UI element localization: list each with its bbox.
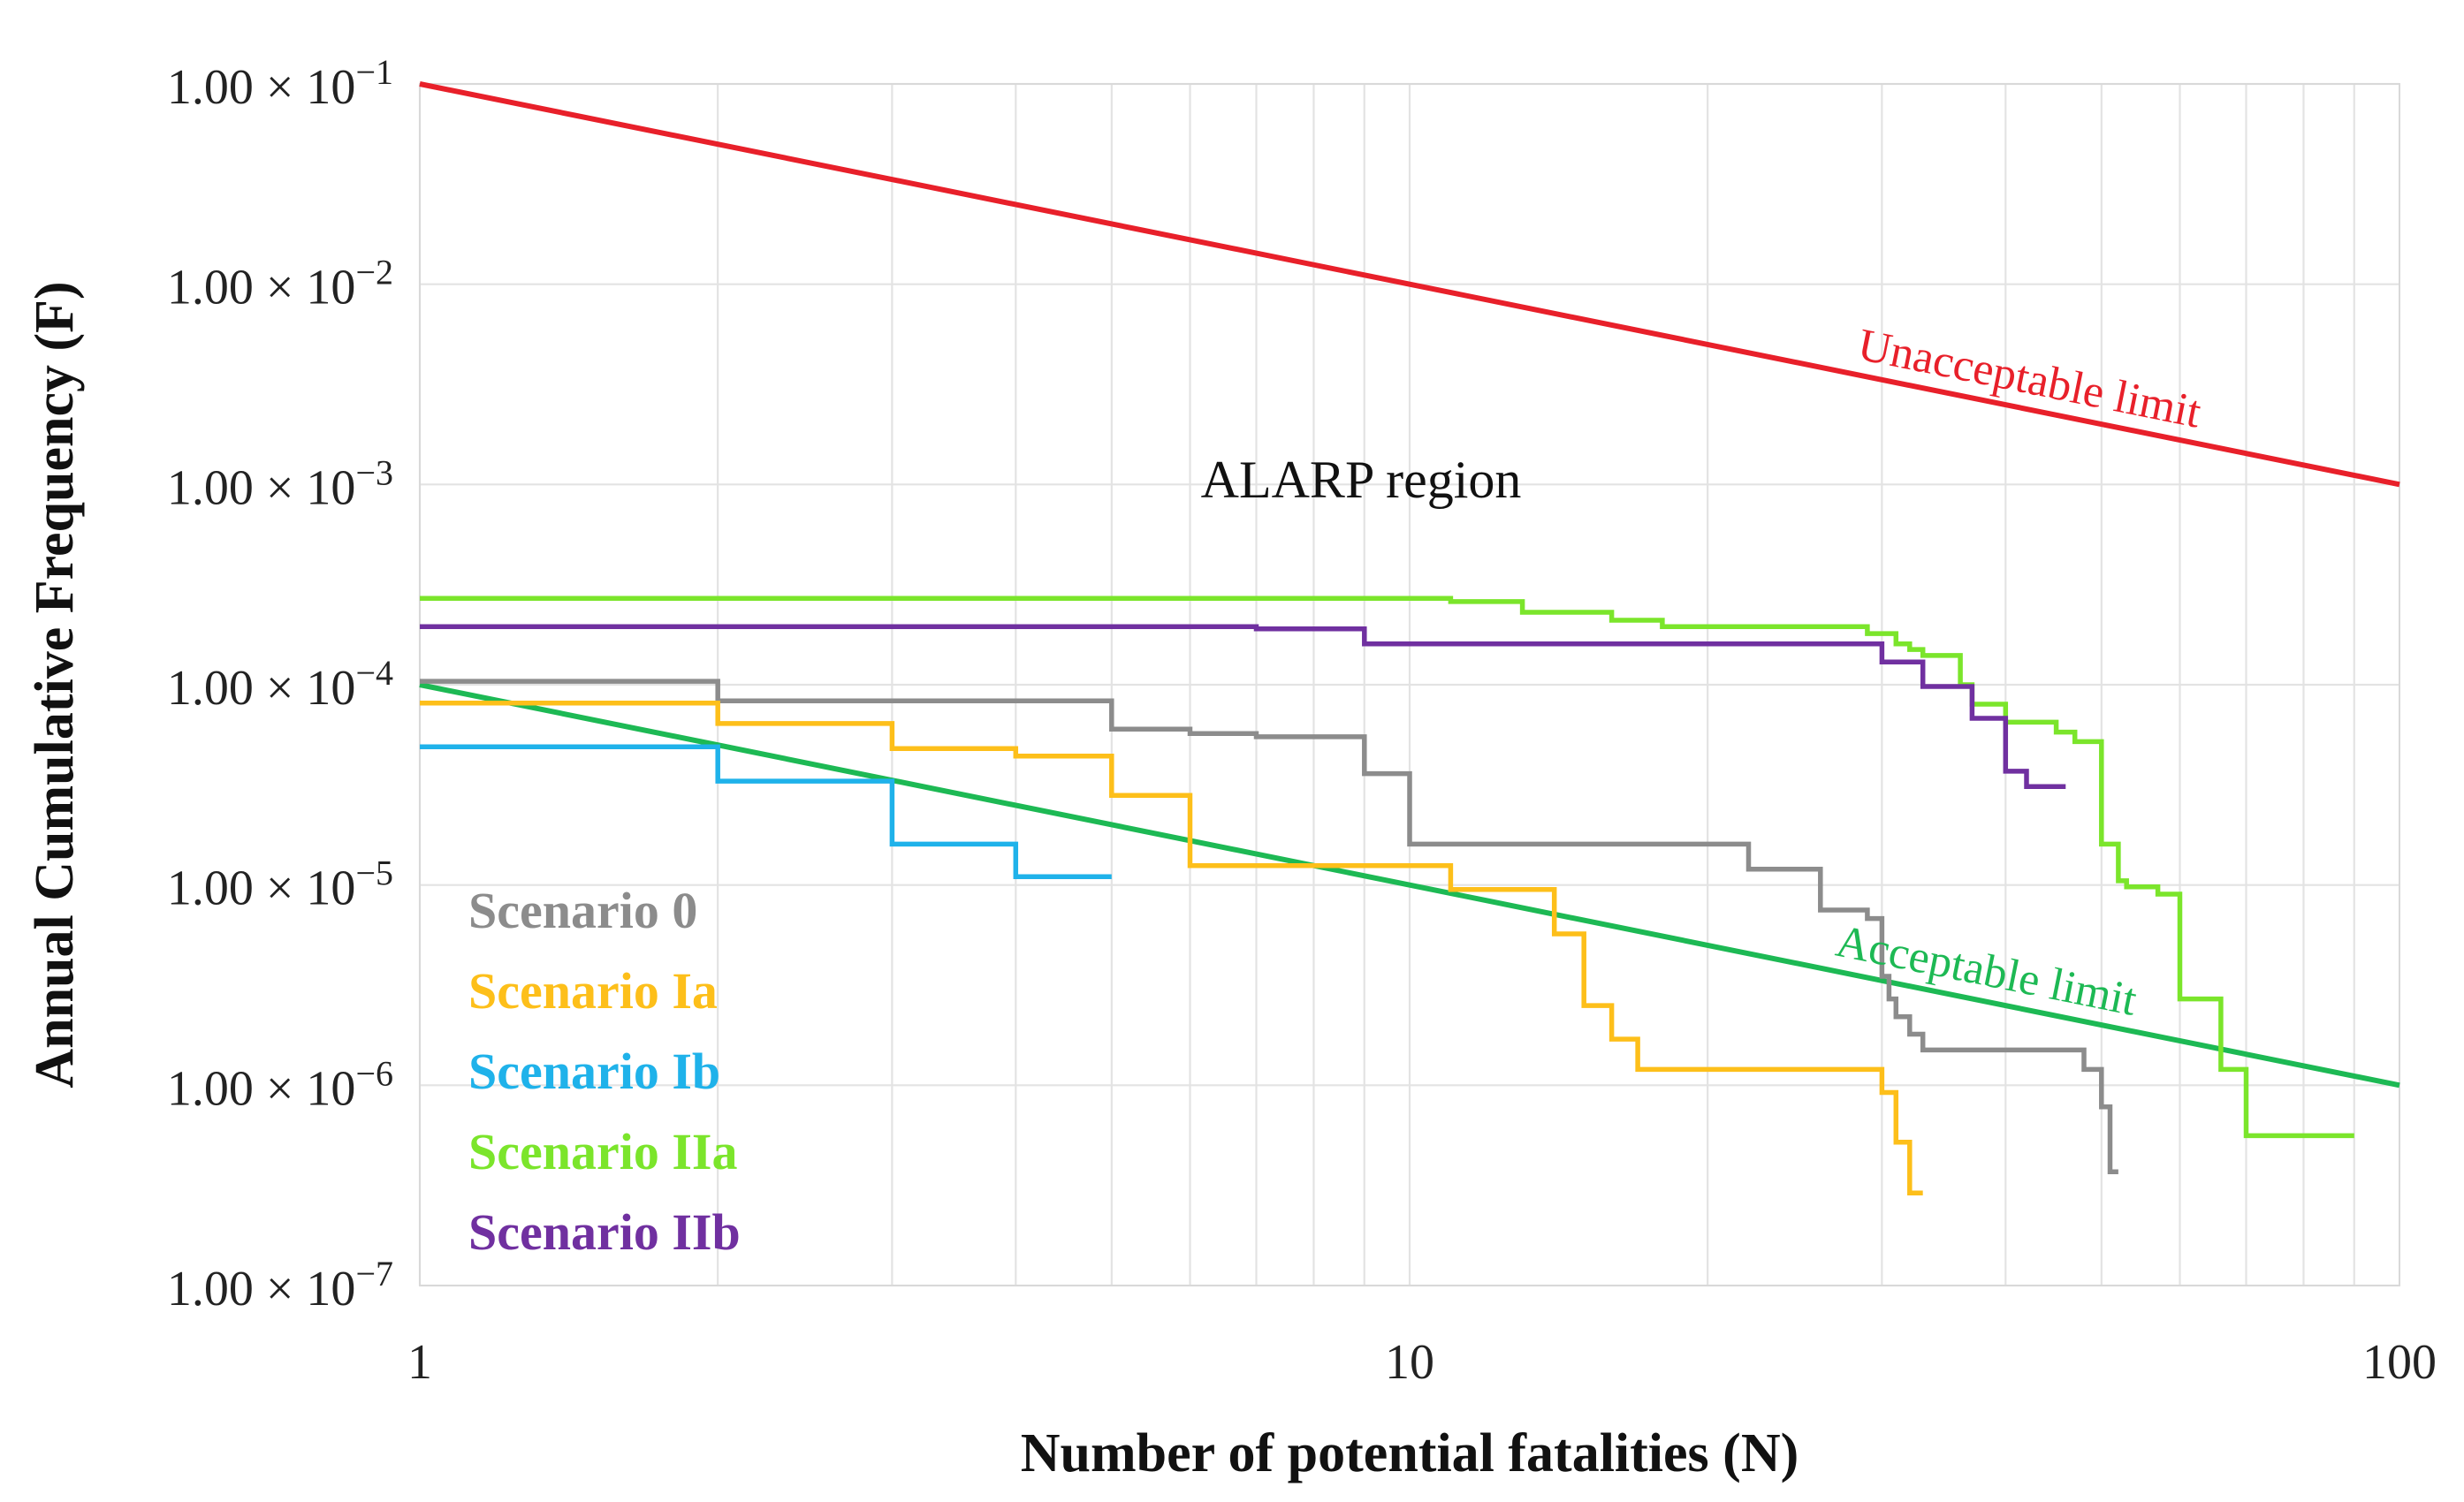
unacceptable-limit-line <box>419 81 2400 488</box>
x-tick-label: 10 <box>1385 1335 1434 1390</box>
x-axis-ticks: 1 10 100 <box>407 1335 2437 1390</box>
y-tick-label: 1.00 × 10−5 <box>167 853 393 916</box>
legend-entry-scenario-ib: Scenario Ib <box>468 1043 720 1100</box>
y-tick-label: 1.00 × 10−2 <box>167 253 393 315</box>
scenario-iia-line <box>420 595 2354 1139</box>
unacceptable-limit-label: Unacceptable limit <box>1853 320 2205 438</box>
alarp-region-label: ALARP region <box>1201 451 1522 509</box>
x-axis-title: Number of potential fatalities (N) <box>1021 1423 1799 1483</box>
limit-lines <box>419 81 2400 1089</box>
y-tick-label: 1.00 × 10−3 <box>167 452 393 515</box>
legend-entry-scenario-0: Scenario 0 <box>468 882 697 939</box>
legend: Scenario 0 Scenario Ia Scenario Ib Scena… <box>468 882 741 1261</box>
legend-entry-scenario-iia: Scenario IIa <box>468 1123 738 1180</box>
scenario-ia-line <box>420 700 1923 1195</box>
y-tick-label: 1.00 × 10−1 <box>167 52 393 115</box>
scenario-ib-line <box>420 744 1112 880</box>
y-axis-ticks: 1.00 × 10−1 1.00 × 10−2 1.00 × 10−3 1.00 × … <box>167 52 393 1316</box>
y-tick-label: 1.00 × 10−4 <box>167 653 393 716</box>
scenario-iib-line <box>420 624 2066 790</box>
acceptable-limit-label: Acceptable limit <box>1832 916 2141 1026</box>
scenario-series <box>420 595 2354 1195</box>
x-tick-label: 1 <box>407 1335 432 1390</box>
y-tick-label: 1.00 × 10−6 <box>167 1053 393 1116</box>
legend-entry-scenario-iib: Scenario IIb <box>468 1203 741 1261</box>
scenario-0-line <box>420 679 2118 1174</box>
y-axis-title: Annual Cumulative Frequency (F) <box>25 281 85 1088</box>
acceptable-limit-line <box>419 682 2400 1089</box>
x-tick-label: 100 <box>2362 1335 2437 1390</box>
y-tick-label: 1.00 × 10−7 <box>167 1254 393 1316</box>
legend-entry-scenario-ia: Scenario Ia <box>468 962 718 1020</box>
